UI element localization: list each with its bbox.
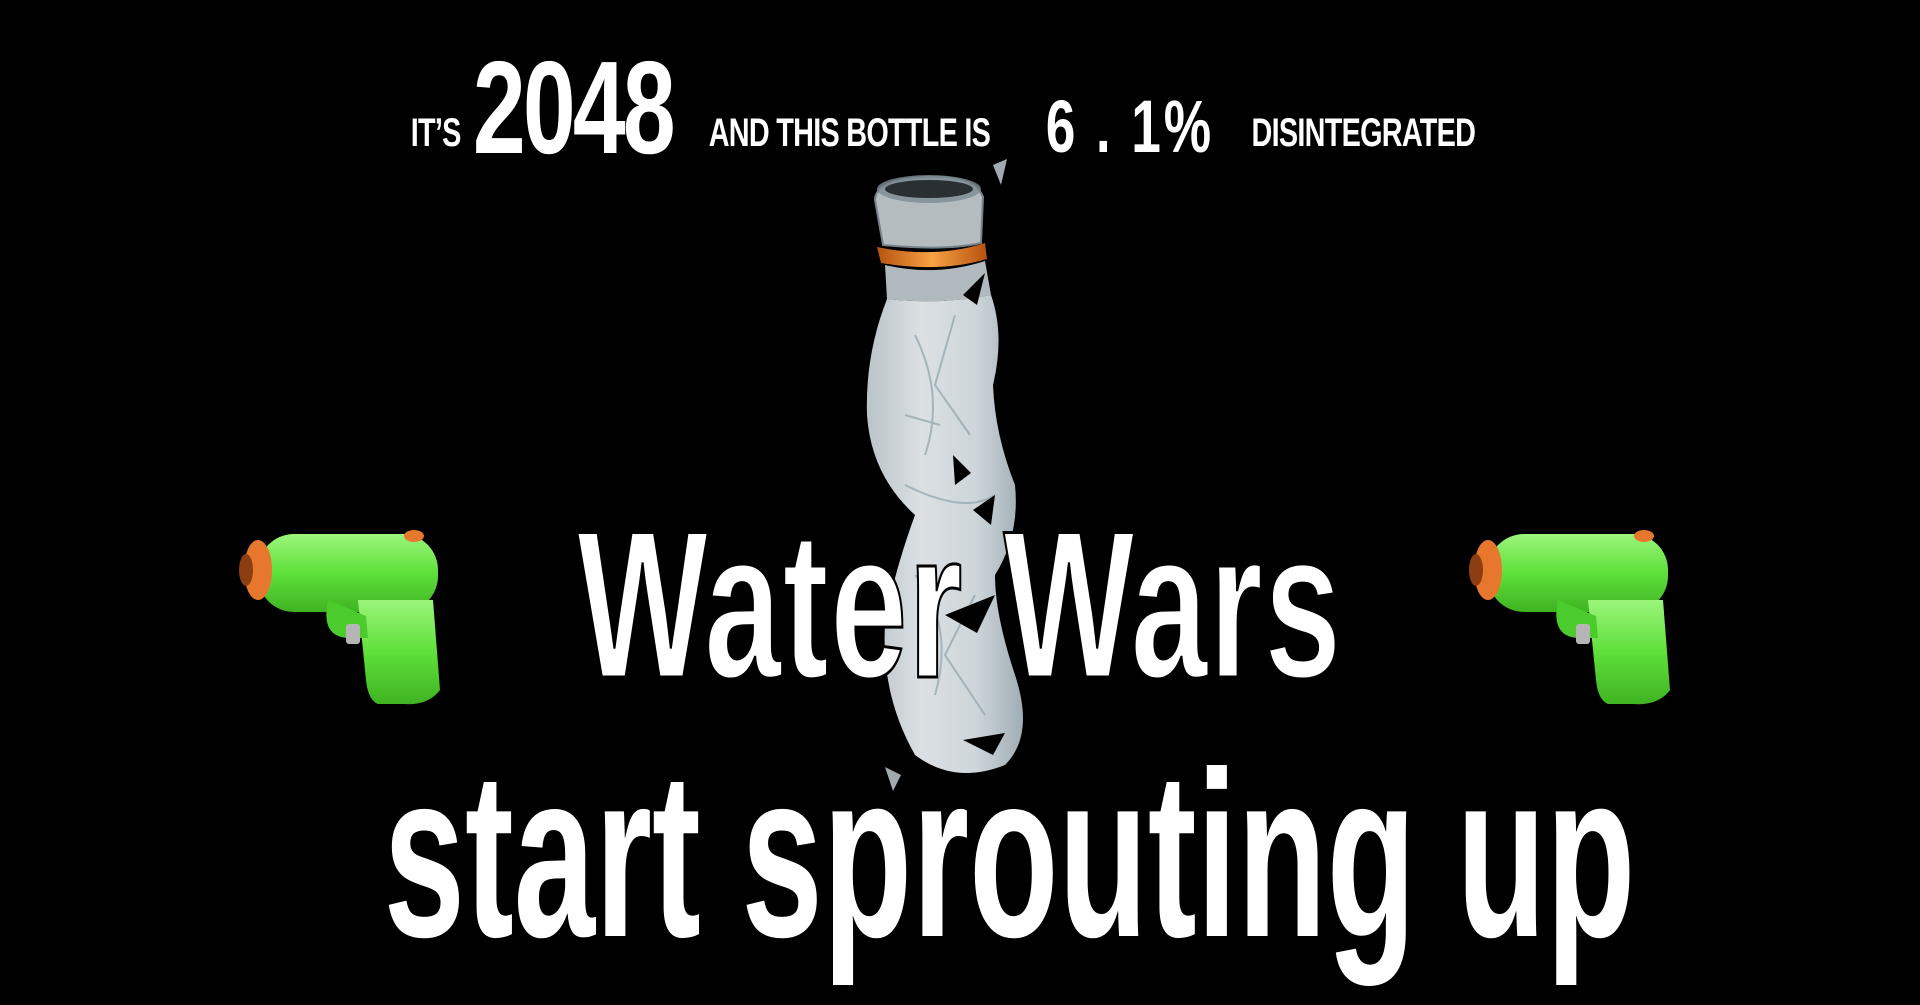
headline-title: Water Wars [576, 487, 1343, 722]
headline-line-1: Water Wars [0, 487, 1920, 722]
header-prefix: IT’S [410, 111, 462, 155]
header-year: 2048 [473, 34, 676, 181]
headline-line-2: start sprouting up [0, 723, 1920, 987]
water-pistol-icon [228, 520, 458, 710]
header-middle: AND THIS BOTTLE IS [708, 111, 991, 155]
header-line: IT’S 2048 AND THIS BOTTLE IS 6 . 1% DISI… [0, 18, 1920, 181]
header-percent: 6 . 1% [1045, 85, 1214, 168]
headline-subtitle: start sprouting up [383, 723, 1636, 987]
water-pistol-icon [1458, 520, 1688, 710]
header-suffix: DISINTEGRATED [1251, 111, 1476, 155]
plastic-bottle-icon [845, 155, 1095, 795]
